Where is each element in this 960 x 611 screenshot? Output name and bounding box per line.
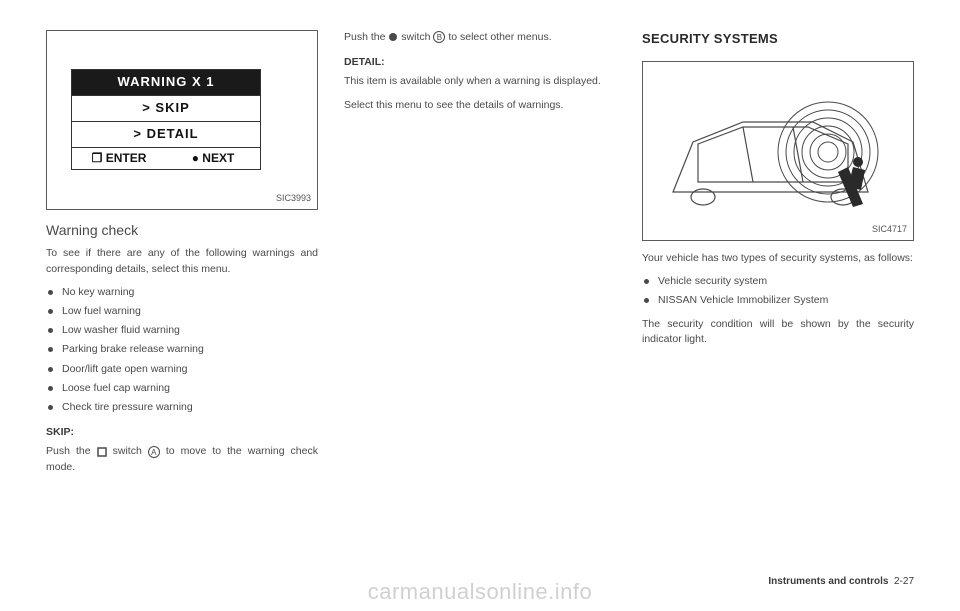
push-mid: switch — [401, 31, 433, 43]
screen-row-skip: > SKIP — [72, 95, 260, 121]
footer-page: 2-27 — [894, 576, 914, 587]
screen-row-buttons: ❐ ENTER ● NEXT — [72, 147, 260, 169]
detail-p2: Select this menu to see the details of w… — [344, 98, 616, 113]
circle-b-icon: B — [433, 31, 445, 43]
security-list: Vehicle security system NISSAN Vehicle I… — [642, 274, 914, 308]
lcd-screen: WARNING X 1 > SKIP > DETAIL ❐ ENTER ● NE… — [71, 69, 261, 170]
list-item: Vehicle security system — [642, 274, 914, 289]
column-left: WARNING X 1 > SKIP > DETAIL ❐ ENTER ● NE… — [46, 30, 318, 483]
screen-next: ● NEXT — [166, 148, 260, 169]
list-item: NISSAN Vehicle Immobilizer System — [642, 293, 914, 308]
list-item: Loose fuel cap warning — [46, 381, 318, 396]
warning-intro: To see if there are any of the following… — [46, 246, 318, 276]
screen-row-warning: WARNING X 1 — [72, 70, 260, 95]
list-item: Door/lift gate open warning — [46, 362, 318, 377]
skip-text: Push the switch A to move to the warning… — [46, 444, 318, 474]
screen-row-detail: > DETAIL — [72, 121, 260, 147]
push-text: Push the switch B to select other menus. — [344, 30, 616, 45]
square-icon — [97, 447, 107, 457]
section-title: SECURITY SYSTEMS — [642, 30, 914, 49]
heading-warning-check: Warning check — [46, 220, 318, 240]
footer-label: Instruments and controls — [768, 576, 888, 587]
security-intro: Your vehicle has two types of security s… — [642, 251, 914, 266]
screen-enter: ❐ ENTER — [72, 148, 166, 169]
figure-label: SIC3993 — [276, 192, 311, 205]
page-footer: Instruments and controls 2-27 — [768, 576, 914, 587]
push-pre: Push the — [344, 31, 388, 43]
detail-label: DETAIL: — [344, 55, 616, 70]
dot-icon — [388, 32, 398, 42]
figure-warning-screen: WARNING X 1 > SKIP > DETAIL ❐ ENTER ● NE… — [46, 30, 318, 210]
figure-security: SIC4717 — [642, 61, 914, 241]
security-closing: The security condition will be shown by … — [642, 317, 914, 347]
column-middle: Push the switch B to select other menus.… — [344, 30, 616, 483]
list-item: Check tire pressure warning — [46, 400, 318, 415]
list-item: Low fuel warning — [46, 304, 318, 319]
column-right: SECURITY SYSTEMS — [642, 30, 914, 483]
list-item: Parking brake release warning — [46, 342, 318, 357]
figure-label: SIC4717 — [872, 223, 907, 236]
circle-a-icon: A — [148, 446, 160, 458]
skip-mid: switch — [113, 445, 148, 457]
warning-list: No key warning Low fuel warning Low wash… — [46, 285, 318, 416]
detail-p1: This item is available only when a warni… — [344, 74, 616, 89]
list-item: Low washer fluid warning — [46, 323, 318, 338]
push-post: to select other menus. — [448, 31, 551, 43]
skip-label: SKIP: — [46, 425, 318, 440]
skip-pre: Push the — [46, 445, 97, 457]
car-alarm-illustration — [653, 72, 903, 232]
list-item: No key warning — [46, 285, 318, 300]
